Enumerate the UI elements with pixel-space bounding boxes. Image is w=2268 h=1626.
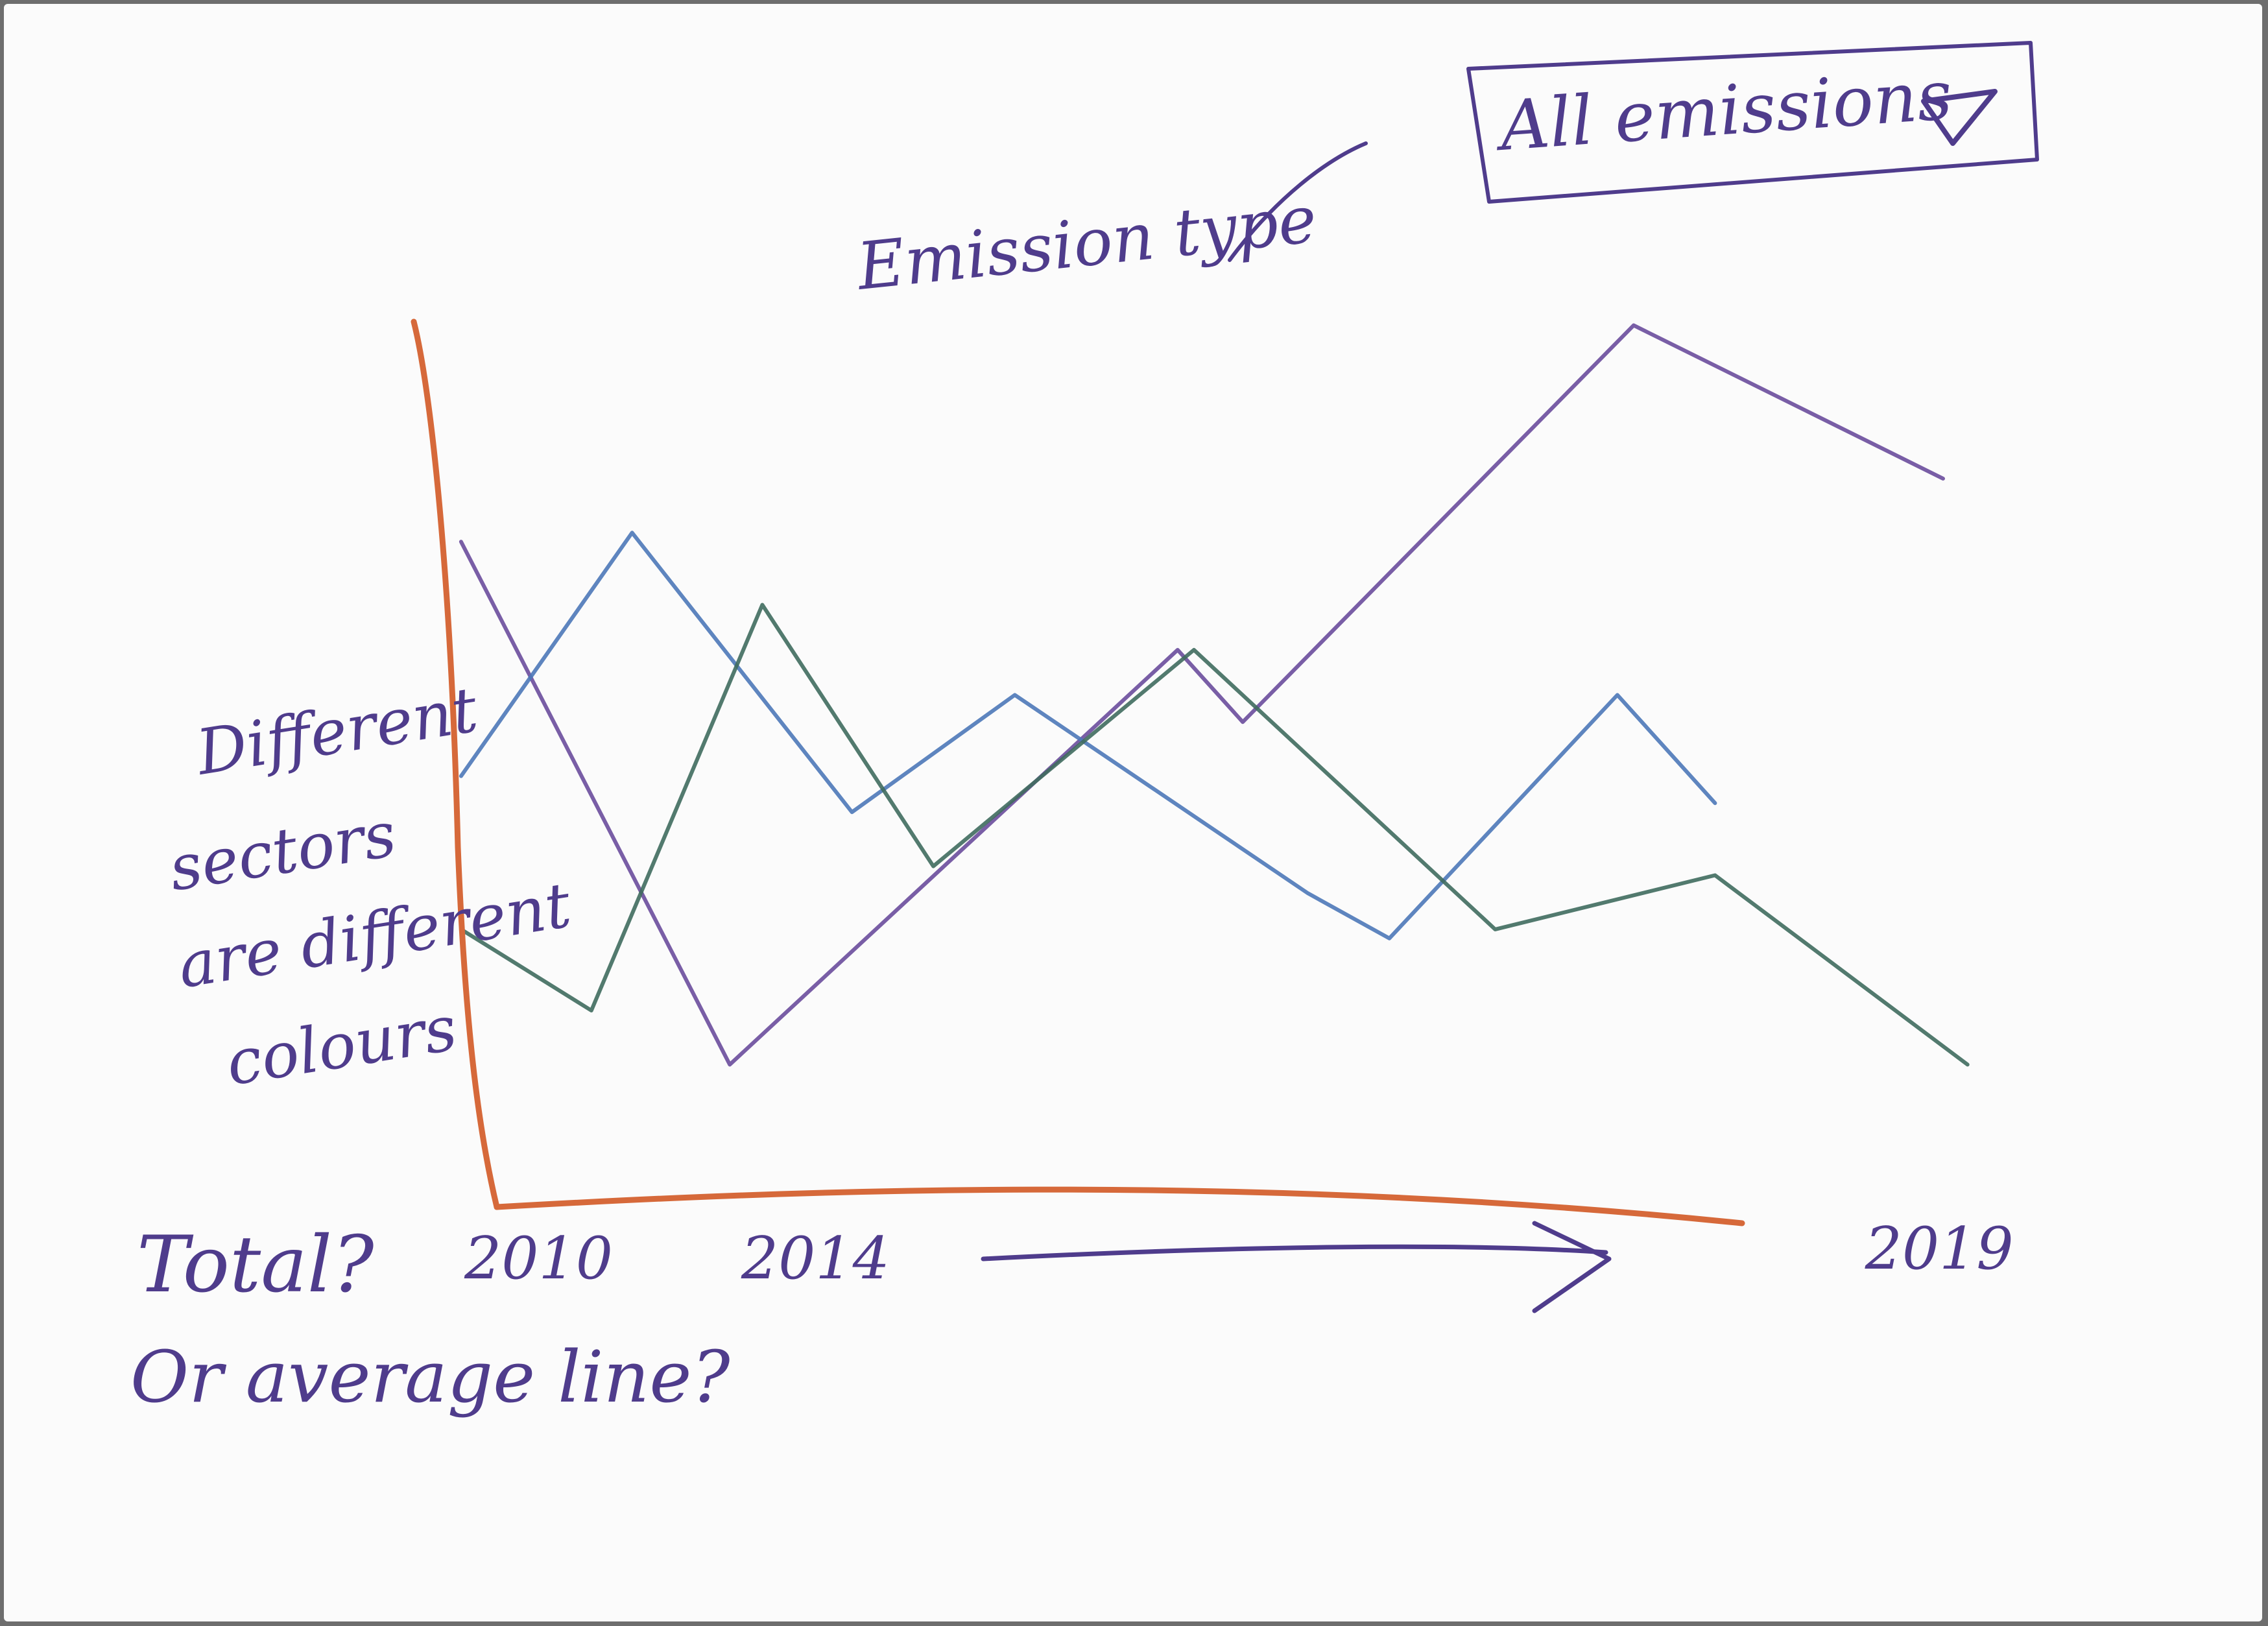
- x-tick-labels: 2010 2014 2019: [464, 1215, 2014, 1293]
- y-axis: [411, 318, 500, 1210]
- time-arrow: [981, 1221, 1612, 1313]
- series-note: Different sectors are different colours: [141, 660, 612, 1105]
- dropdown-selected-label: All emissions: [1492, 56, 1955, 167]
- dropdown-note: Emission type: [852, 181, 1320, 305]
- sketch-paper: 2010 2014 2019 All emissions Emission type…: [4, 4, 2262, 1621]
- x-axis: [494, 1186, 1745, 1226]
- dropdown-frame: [1466, 41, 2039, 204]
- series-layer: [459, 323, 1970, 1067]
- series-note-line-2: sectors: [164, 798, 401, 905]
- series-line-1: [459, 323, 1945, 1067]
- x-tick-label-2014: 2014: [741, 1225, 890, 1293]
- total-note: Total?: [137, 1220, 374, 1310]
- average-note: Or average line?: [130, 1335, 730, 1418]
- series-line-3: [459, 603, 1970, 1067]
- x-tick-label-2010: 2010: [464, 1225, 613, 1293]
- x-tick-label-2019: 2019: [1865, 1215, 2014, 1283]
- emission-type-dropdown[interactable]: All emissions: [1466, 41, 2039, 204]
- series-note-line-1: Different: [191, 673, 483, 789]
- triangle-down-icon[interactable]: [1921, 89, 1998, 146]
- series-line-2: [459, 531, 1717, 940]
- series-note-line-4: colours: [221, 992, 461, 1099]
- dropdown-pointer-curve: [1228, 141, 1368, 262]
- line-chart-sketch: 2010 2014 2019 All emissions Emission type…: [130, 41, 2039, 1418]
- axes-layer: [411, 318, 1745, 1226]
